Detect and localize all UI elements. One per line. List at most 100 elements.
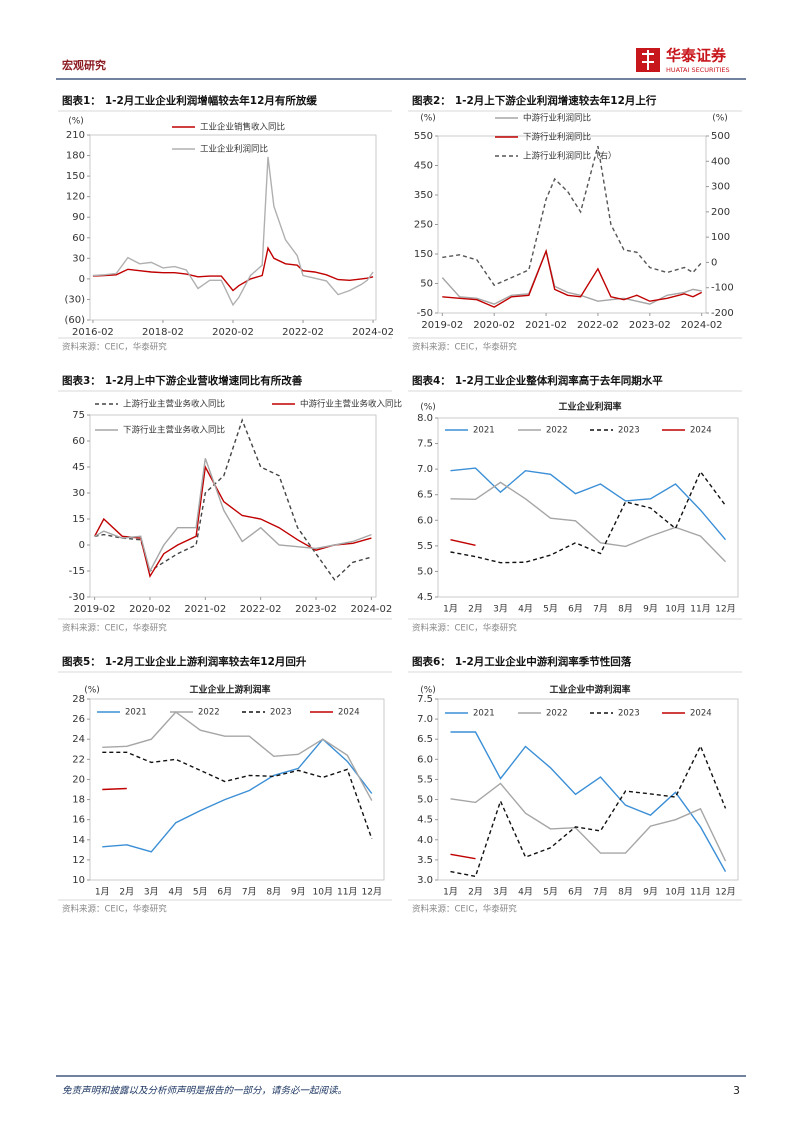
x-tick-label: 7月: [242, 887, 257, 898]
series-line: [450, 467, 727, 541]
y-tick-label: 4.5: [417, 815, 433, 826]
legend-label: 2024: [338, 708, 360, 718]
legend-label: 下游行业主营业务收入同比: [123, 425, 225, 436]
series-line: [102, 787, 127, 791]
x-tick-label: 2023-02: [629, 320, 671, 331]
figure-title: 图表5： 1-2月工业企业上游利润率较去年12月回升: [62, 655, 307, 668]
series-line: [442, 248, 703, 308]
figure-label: 图表4：: [412, 374, 451, 387]
logo-cn: 华泰证券: [666, 47, 727, 65]
series-line: [94, 418, 372, 581]
series-line: [92, 246, 374, 292]
figure-title-text: 1-2月工业企业利润增幅较去年12月有所放缓: [105, 94, 318, 107]
y2-tick-label: 0: [711, 257, 717, 268]
y-tick-label: 20: [72, 774, 85, 785]
y-tick-label: 250: [414, 220, 433, 231]
series-line: [102, 738, 373, 853]
figure-source: 资料来源：CEIC，华泰研究: [62, 623, 167, 634]
figure-label: 图表1：: [62, 94, 101, 107]
legend-label: 2023: [618, 426, 640, 436]
legend-label: 2024: [690, 709, 712, 719]
x-tick-label: 2020-02: [129, 604, 171, 615]
y-tick-label: 4.0: [417, 835, 433, 846]
series-line: [102, 711, 373, 801]
y-tick-label: 16: [72, 815, 85, 826]
y-tick-label: 18: [72, 795, 85, 806]
y-tick-label: 150: [414, 249, 433, 260]
y2-tick-label: 300: [711, 182, 730, 193]
y-tick-label: 7.0: [417, 714, 433, 725]
y-axis-label: (%): [420, 686, 436, 696]
x-tick-label: 5月: [193, 887, 208, 898]
y2-tick-label: 100: [711, 232, 730, 243]
figure-title: 图表2： 1-2月上下游企业利润增速较去年12月上行: [412, 94, 657, 107]
figure-title: 图表3： 1-2月上中下游企业营收增速同比有所改善: [62, 374, 303, 387]
y-axis-label: (%): [68, 117, 84, 127]
x-tick-label: 12月: [362, 887, 382, 898]
y2-tick-label: 200: [711, 207, 730, 218]
legend-label: 2022: [546, 426, 568, 436]
y-axis-label: (%): [420, 403, 436, 413]
y-tick-label: 30: [72, 488, 85, 499]
y2-tick-label: -100: [711, 283, 734, 294]
y-tick-label: 6.0: [417, 754, 433, 765]
page-number: 3: [733, 1084, 740, 1097]
plot-frame: [89, 698, 385, 881]
x-tick-label: 1月: [95, 887, 110, 898]
y-tick-label: 45: [72, 462, 85, 473]
y-tick-label: -15: [69, 566, 85, 577]
figure-source: 资料来源：CEIC，华泰研究: [412, 623, 517, 634]
legend-label: 2022: [546, 709, 568, 719]
figure-label: 图表6：: [412, 655, 451, 668]
plot-frame: [89, 414, 377, 598]
plot-frame: [89, 134, 377, 321]
x-tick-label: 3月: [493, 887, 508, 898]
y-tick-label: 15: [72, 514, 85, 525]
logo: 华泰证券 HUATAI SECURITIES: [636, 47, 730, 74]
x-tick-label: 11月: [337, 887, 357, 898]
figure-title: 图表4： 1-2月工业企业整体利润率高于去年同期水平: [412, 374, 663, 387]
chart-title: 工业企业中游利润率: [549, 684, 630, 696]
x-tick-label: 2024-02: [352, 327, 394, 338]
y-tick-label: 4.5: [417, 592, 433, 603]
figure-title: 图表6： 1-2月工业企业中游利润率季节性回落: [412, 655, 632, 668]
figure-label: 图表5：: [62, 655, 101, 668]
y-tick-label: 60: [72, 436, 85, 447]
legend-label: 工业企业利润同比: [200, 144, 268, 155]
chart-title: 工业企业利润率: [558, 401, 621, 413]
plot-frame: [437, 417, 739, 598]
x-tick-label: 2019-02: [74, 604, 116, 615]
x-tick-label: 2018-02: [142, 327, 184, 338]
legend-label: 中游行业主营业务收入同比: [300, 399, 402, 410]
figure-title-text: 1-2月工业企业整体利润率高于去年同期水平: [455, 374, 663, 387]
y-tick-label: 350: [414, 190, 433, 201]
y-tick-label: 210: [66, 130, 85, 141]
x-tick-label: 7月: [593, 604, 608, 615]
x-tick-label: 8月: [618, 887, 633, 898]
figure-label: 图表2：: [412, 94, 451, 107]
logo-en: HUATAI SECURITIES: [666, 66, 730, 74]
x-tick-label: 2021-02: [525, 320, 567, 331]
legend-label: 上游行业利润同比（右）: [523, 151, 617, 162]
x-tick-label: 5月: [543, 887, 558, 898]
x-tick-label: 3月: [144, 887, 159, 898]
section-name: 宏观研究: [62, 58, 106, 72]
x-tick-label: 9月: [643, 887, 658, 898]
figure-title-text: 1-2月上中下游企业营收增速同比有所改善: [105, 374, 303, 387]
x-tick-label: 2019-02: [421, 320, 463, 331]
x-tick-label: 2022-02: [577, 320, 619, 331]
x-tick-label: 8月: [618, 604, 633, 615]
y-tick-label: 10: [72, 875, 85, 886]
x-tick-label: 2020-02: [473, 320, 515, 331]
x-tick-label: 10月: [313, 887, 333, 898]
x-tick-label: 6月: [568, 604, 583, 615]
x-tick-label: 2023-02: [295, 604, 337, 615]
series-line: [92, 156, 374, 307]
chart-title: 工业企业上游利润率: [189, 684, 270, 696]
y-tick-label: 14: [72, 835, 85, 846]
